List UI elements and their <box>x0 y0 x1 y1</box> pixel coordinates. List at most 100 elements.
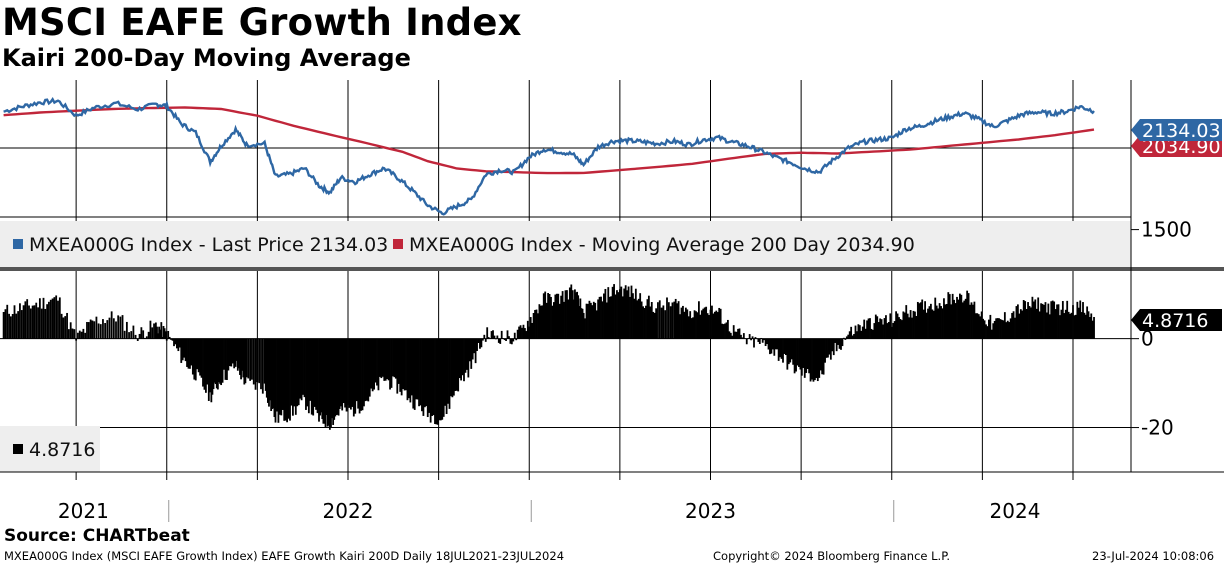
kairi-bar <box>1061 301 1064 339</box>
kairi-bar <box>218 338 220 383</box>
kairi-bar <box>26 299 29 339</box>
kairi-bar <box>240 338 242 380</box>
kairi-bar <box>463 338 465 382</box>
kairi-bar <box>468 338 471 362</box>
kairi-bar <box>64 316 67 339</box>
kairi-bar <box>1051 300 1054 339</box>
kairi-bar <box>995 318 998 339</box>
kairi-bar <box>655 308 658 339</box>
kairi-bar <box>357 338 360 409</box>
kairi-bar <box>89 319 92 339</box>
kairi-bar <box>895 311 897 339</box>
kairi-bar <box>581 308 584 339</box>
kairi-bar <box>371 338 374 392</box>
kairi-bar <box>1041 303 1044 339</box>
kairi-bar <box>425 338 428 407</box>
kairi-bar <box>230 338 233 367</box>
kairi-bar <box>616 290 618 339</box>
kairi-bar <box>335 338 338 416</box>
kairi-bar <box>633 298 636 339</box>
kairi-bar <box>489 338 491 339</box>
kairi-bar <box>235 338 238 361</box>
kairi-bar <box>283 338 286 421</box>
kairi-bar <box>986 326 989 339</box>
kairi-bar <box>845 336 848 339</box>
kairi-bar <box>196 338 199 370</box>
kairi-bar <box>180 338 183 363</box>
kairi-bar <box>934 297 937 339</box>
kairi-bar <box>84 332 87 339</box>
kairi-bar <box>134 334 137 339</box>
kairi-bar <box>38 298 41 339</box>
kairi-bar <box>80 331 83 339</box>
kairi-bar <box>17 311 20 339</box>
kairi-bar <box>1048 314 1051 339</box>
kairi-bar <box>1054 309 1057 339</box>
kairi-bar <box>541 305 544 339</box>
kairi-bar <box>538 304 541 339</box>
kairi-bar <box>1008 322 1011 339</box>
kairi-bar <box>591 305 594 339</box>
kairi-bar <box>695 311 697 339</box>
kairi-bar <box>1046 312 1048 339</box>
kairi-bar <box>787 338 790 365</box>
kairi-bar <box>119 316 122 339</box>
kairi-bar <box>426 338 429 418</box>
kairi-bar <box>269 338 271 401</box>
kairi-bar <box>883 318 886 339</box>
kairi-bar <box>360 338 362 411</box>
kairi-bar <box>600 296 602 339</box>
kairi-bar <box>800 338 803 376</box>
kairi-bar <box>189 338 191 369</box>
footer-copyright: Copyright© 2024 Bloomberg Finance L.P. <box>713 549 950 563</box>
kairi-bar <box>294 338 297 415</box>
kairi-bar <box>510 338 513 345</box>
kairi-bar <box>773 338 776 356</box>
kairi-bar <box>211 338 214 395</box>
kairi-bar <box>333 338 336 420</box>
kairi-bar <box>104 323 107 339</box>
kairi-bar <box>390 338 393 388</box>
kairi-bar <box>769 338 771 355</box>
kairi-bar <box>377 338 380 391</box>
kairi-bar <box>597 299 600 339</box>
kairi-bar <box>461 338 464 376</box>
kairi-bar <box>368 338 371 397</box>
kairi-bar <box>438 338 441 421</box>
kairi-bar <box>477 338 480 343</box>
kairi-bar <box>550 296 552 339</box>
kairi-bar <box>959 293 961 339</box>
kairi-bar <box>1083 312 1086 339</box>
kairi-bar <box>1091 320 1094 339</box>
kairi-bar <box>210 338 213 403</box>
kairi-bar <box>674 298 677 339</box>
kairi-bar <box>1073 315 1076 339</box>
kairi-bar <box>876 316 879 339</box>
kairi-bar <box>901 320 903 339</box>
kairi-bar <box>224 338 227 380</box>
kairi-bar <box>8 313 10 339</box>
kairi-bar <box>896 313 899 339</box>
kairi-bar <box>974 313 977 339</box>
kairi-bar <box>1002 320 1005 339</box>
kairi-bar <box>819 338 822 371</box>
kairi-bar <box>86 321 88 339</box>
kairi-bar <box>578 306 581 339</box>
kairi-bar <box>972 304 974 339</box>
kairi-bar <box>519 325 522 339</box>
kairi-bar <box>216 338 219 390</box>
kairi-bar <box>307 338 310 414</box>
kairi-bar <box>1056 304 1058 339</box>
kairi-bar <box>466 338 468 370</box>
kairi-bar <box>867 318 870 339</box>
kairi-bar <box>1047 303 1050 339</box>
kairi-bar <box>764 338 767 347</box>
kairi-bar <box>636 300 639 339</box>
kairi-bar <box>393 338 396 378</box>
kairi-bar <box>290 338 293 406</box>
kairi-bar <box>909 310 912 339</box>
kairi-bar <box>534 309 536 339</box>
kairi-bar <box>779 338 781 358</box>
kairi-bar <box>323 338 326 424</box>
kairi-bar <box>457 338 460 392</box>
